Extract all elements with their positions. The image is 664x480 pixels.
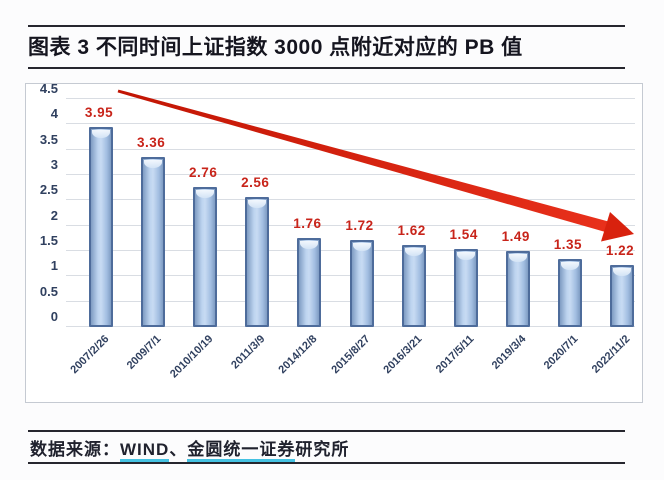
gridline — [66, 123, 635, 125]
bar-value-label: 3.95 — [84, 104, 114, 120]
y-tick-label: 4 — [50, 106, 58, 122]
bar-value-label: 1.49 — [501, 229, 530, 245]
y-tick-label: 3.5 — [39, 131, 58, 147]
bar — [245, 197, 270, 327]
y-tick-label: 0 — [50, 309, 58, 324]
bar-value-label: 1.35 — [553, 236, 583, 252]
y-tick-label: 0.5 — [39, 283, 58, 299]
bar-value-label: 1.54 — [449, 226, 478, 242]
gridline — [66, 97, 635, 99]
data-source-item: WIND — [120, 440, 170, 462]
bar — [297, 237, 322, 327]
bar-value-label: 2.76 — [189, 165, 218, 181]
footer-bottom-rule — [28, 462, 625, 464]
data-source-item: 证券 — [259, 440, 296, 462]
chart-panel: 0 0.5 1 1.5 2 2.5 3 3.5 4 4.5 3.95 3.36 2.76 2.56 1.7… — [25, 81, 643, 403]
data-source-list: WIND、金圆统一证券研究所 — [120, 440, 349, 462]
bar-value-label: 2.56 — [241, 175, 270, 191]
bar — [349, 239, 374, 327]
y-tick-label: 2 — [50, 207, 58, 223]
bar — [89, 126, 113, 327]
bar — [141, 156, 166, 327]
y-tick-label: 2.5 — [39, 182, 58, 198]
chart-title: 图表 3 不同时间上证指数 3000 点附近对应的 PB 值 — [28, 36, 523, 59]
data-source-item: 金圆统一 — [187, 440, 260, 462]
bar-value-label: 1.22 — [605, 243, 635, 259]
bar — [401, 244, 426, 327]
bar — [453, 248, 478, 327]
bar-value-label: 3.36 — [136, 134, 166, 150]
data-source-note: 数据来源：WIND、金圆统一证券研究所 — [30, 435, 630, 462]
bar-value-label: 1.72 — [345, 217, 374, 233]
title-bottom-rule — [28, 67, 625, 69]
footer-top-rule — [28, 430, 625, 432]
y-tick-label: 3 — [50, 156, 58, 172]
y-axis: 0 0.5 1 1.5 2 2.5 3 3.5 4 4.5 — [26, 81, 63, 327]
y-tick-label: 1 — [50, 258, 58, 274]
bar-value-label: 1.76 — [293, 215, 322, 231]
y-tick-label: 4.5 — [39, 80, 58, 96]
data-source-item: 研究所 — [295, 440, 350, 459]
bar — [193, 187, 218, 327]
bar-value-label: 1.62 — [397, 222, 426, 238]
data-source-item: 、 — [169, 440, 188, 459]
y-tick-label: 1.5 — [39, 232, 58, 248]
bar — [557, 258, 582, 327]
bar — [610, 265, 634, 327]
data-source-prefix: 数据来源： — [30, 440, 120, 459]
plot-area: 3.95 3.36 2.76 2.56 1.76 1.72 1.62 1.54 1.49 1.35… — [66, 94, 635, 327]
title-top-rule — [28, 25, 625, 27]
bar — [505, 251, 530, 327]
